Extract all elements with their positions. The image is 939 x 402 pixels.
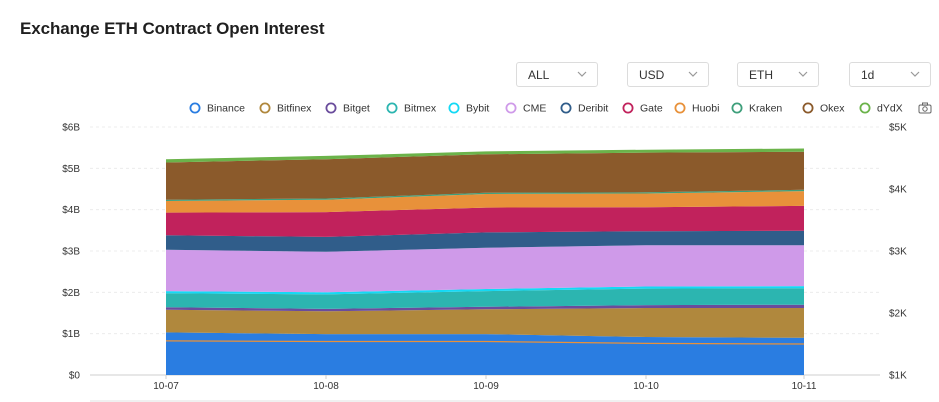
y-tick-label: $0 (69, 371, 81, 382)
area-deribit (166, 230, 804, 252)
area-dydx (166, 148, 804, 163)
x-tick-label: 10-09 (473, 381, 499, 392)
area-binance (166, 332, 804, 375)
asset-select[interactable]: ETH (737, 62, 819, 87)
camera-icon[interactable] (918, 101, 932, 114)
page-title: Exchange ETH Contract Open Interest (20, 19, 325, 38)
legend-label[interactable]: Bybit (466, 103, 489, 115)
y2-tick-label: $5K (889, 123, 907, 134)
area-okex (166, 151, 804, 200)
y-tick-label: $5B (62, 164, 80, 175)
range-select-value: ALL (528, 68, 550, 82)
legend-marker[interactable] (325, 102, 337, 114)
area-bitmex (166, 288, 804, 309)
chevron-down-icon (798, 69, 808, 79)
legend-label[interactable]: Kraken (749, 103, 782, 115)
legend-marker[interactable] (674, 102, 686, 114)
x-tick-label: 10-07 (153, 381, 179, 392)
y-tick-label: $1B (62, 329, 80, 340)
area-cme (166, 245, 804, 293)
y-tick-label: $4B (62, 205, 80, 216)
legend-label[interactable]: Bitmex (404, 103, 437, 115)
legend-label[interactable]: CME (523, 103, 546, 115)
price-line (165, 340, 805, 345)
y2-tick-label: $1K (889, 371, 907, 382)
legend-marker[interactable] (802, 102, 814, 114)
legend-marker[interactable] (448, 102, 460, 114)
legend-label[interactable]: Bitfinex (277, 103, 312, 115)
legend-label[interactable]: Gate (640, 103, 663, 115)
legend-label[interactable]: Okex (820, 103, 845, 115)
legend-marker[interactable] (859, 102, 871, 114)
area-bitget (166, 304, 804, 312)
legend-marker[interactable] (731, 102, 743, 114)
area-bybit (166, 286, 804, 295)
currency-select[interactable]: USD (627, 62, 709, 87)
y2-tick-label: $4K (889, 185, 907, 196)
legend-label[interactable]: Huobi (692, 103, 719, 115)
legend-label[interactable]: Bitget (343, 103, 370, 115)
legend-marker[interactable] (189, 102, 201, 114)
area-gate (166, 205, 804, 237)
filter-bar: ALL USD ETH 1d (0, 62, 939, 88)
area-bitfinex (166, 308, 804, 338)
legend-marker[interactable] (505, 102, 517, 114)
legend-marker[interactable] (386, 102, 398, 114)
legend-label[interactable]: Deribit (578, 103, 608, 115)
y-tick-label: $3B (62, 247, 80, 258)
legend-marker[interactable] (622, 102, 634, 114)
x-tick-label: 10-08 (313, 381, 339, 392)
legend-label[interactable]: dYdX (877, 103, 903, 115)
chevron-down-icon (688, 69, 698, 79)
chevron-down-icon (910, 69, 920, 79)
currency-select-value: USD (639, 68, 665, 82)
x-tick-label: 10-10 (633, 381, 659, 392)
y-tick-label: $2B (62, 288, 80, 299)
legend-marker[interactable] (560, 102, 572, 114)
interval-select-value: 1d (861, 68, 875, 82)
y-tick-label: $6B (62, 123, 80, 134)
y2-tick-label: $2K (889, 309, 907, 320)
area-huobi (166, 191, 804, 213)
asset-select-value: ETH (749, 68, 773, 82)
x-tick-label: 10-11 (792, 381, 817, 392)
range-select[interactable]: ALL (516, 62, 598, 87)
area-kraken (166, 189, 804, 201)
legend-marker[interactable] (259, 102, 271, 114)
legend-label[interactable]: Binance (207, 103, 245, 115)
interval-select[interactable]: 1d (849, 62, 931, 87)
y2-tick-label: $3K (889, 247, 907, 258)
chevron-down-icon (577, 69, 587, 79)
